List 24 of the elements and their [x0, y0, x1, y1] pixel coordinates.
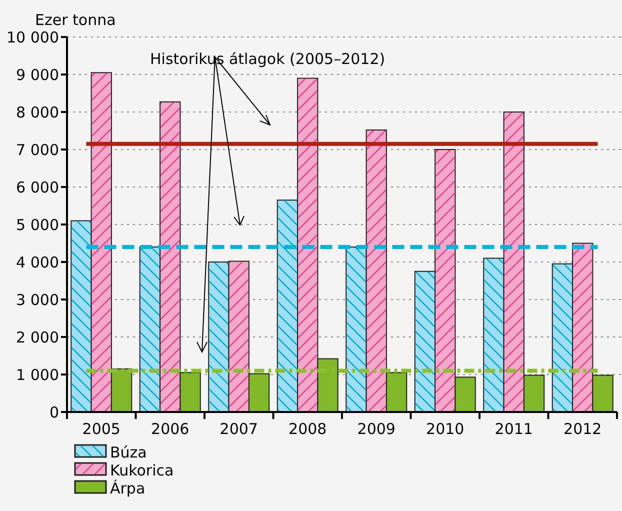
legend-label: Búza — [110, 443, 147, 462]
y-axis-title: Ezer tonna — [35, 11, 116, 29]
x-tick-label: 2009 — [357, 420, 396, 438]
x-tick-label: 2011 — [494, 420, 533, 438]
y-tick-label: 8 000 — [16, 103, 59, 122]
x-tick-label: 2007 — [220, 420, 258, 438]
y-tick-label: 10 000 — [6, 28, 59, 46]
x-tick-label: 2012 — [564, 420, 602, 438]
annotation: Historikus átlagok (2005–2012) — [150, 50, 386, 68]
x-tick-label: 2010 — [426, 420, 464, 438]
y-tick-label: 7 000 — [16, 140, 59, 159]
x-tick-label: 2005 — [82, 420, 120, 438]
x-tick-label: 2006 — [151, 420, 190, 438]
y-tick-label: 2 000 — [16, 328, 59, 346]
y-tick-label: 0 — [49, 403, 59, 422]
y-tick-label: 3 000 — [16, 290, 59, 309]
y-tick-label: 6 000 — [16, 178, 59, 196]
y-tick-label: 1 000 — [16, 366, 59, 384]
y-tick-label: 9 000 — [16, 66, 59, 84]
y-tick-label: 5 000 — [16, 216, 59, 234]
legend-label: Árpa — [110, 479, 146, 498]
x-tick-label: 2008 — [288, 420, 327, 438]
legend-label: Kukorica — [110, 461, 174, 480]
y-tick-label: 4 000 — [16, 253, 59, 272]
